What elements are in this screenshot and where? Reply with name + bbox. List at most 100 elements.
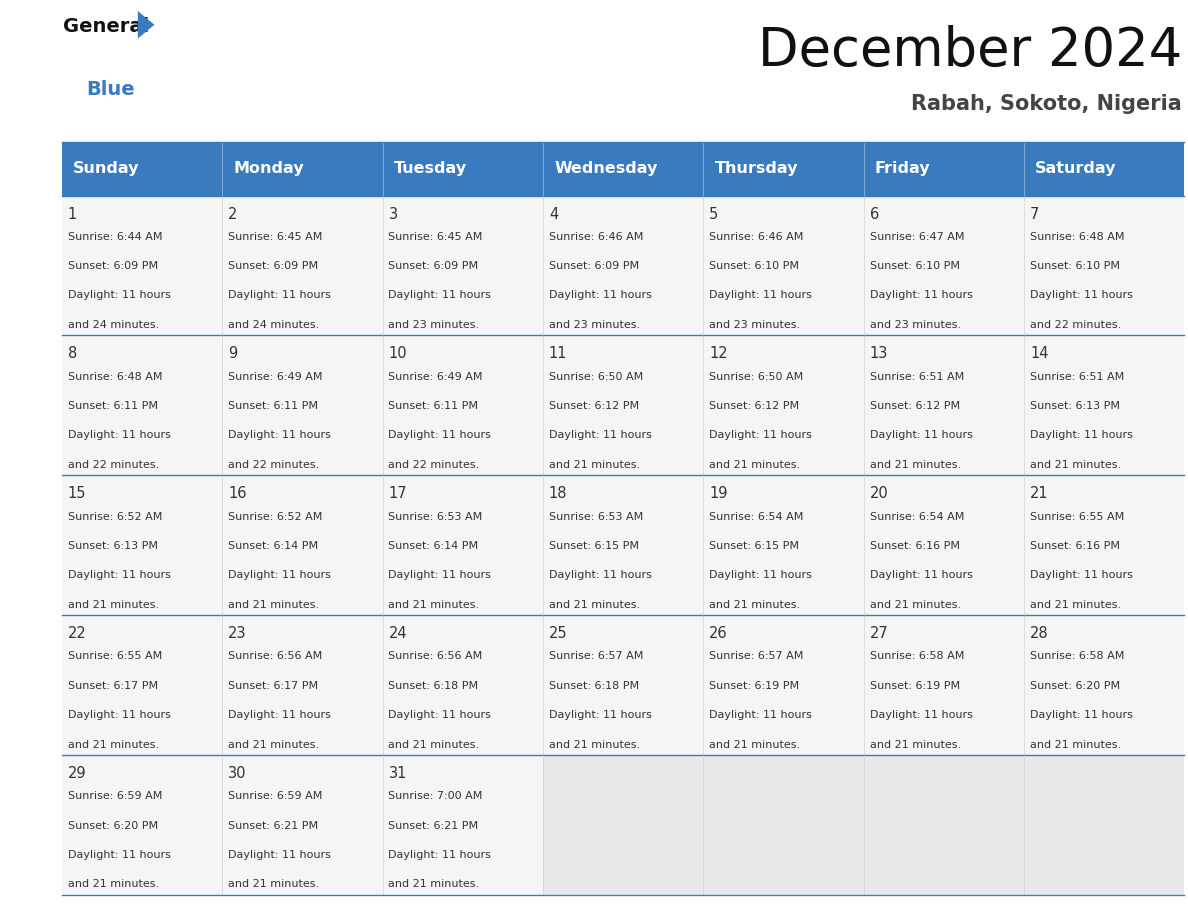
Text: Sunset: 6:12 PM: Sunset: 6:12 PM: [870, 401, 960, 411]
Text: and 24 minutes.: and 24 minutes.: [68, 319, 159, 330]
Text: 16: 16: [228, 487, 247, 501]
Text: and 22 minutes.: and 22 minutes.: [1030, 319, 1121, 330]
Text: and 21 minutes.: and 21 minutes.: [1030, 599, 1121, 610]
Text: 10: 10: [388, 346, 407, 362]
Text: and 21 minutes.: and 21 minutes.: [68, 599, 159, 610]
Text: Sunrise: 6:58 AM: Sunrise: 6:58 AM: [870, 652, 963, 662]
Text: Sunset: 6:21 PM: Sunset: 6:21 PM: [228, 821, 318, 831]
Text: Daylight: 11 hours: Daylight: 11 hours: [388, 570, 492, 580]
Text: Daylight: 11 hours: Daylight: 11 hours: [68, 570, 171, 580]
Text: Sunrise: 6:53 AM: Sunrise: 6:53 AM: [549, 511, 643, 521]
Text: Blue: Blue: [87, 80, 135, 99]
Text: and 21 minutes.: and 21 minutes.: [709, 740, 801, 750]
Text: 1: 1: [68, 207, 77, 221]
Text: 11: 11: [549, 346, 568, 362]
Text: Sunset: 6:16 PM: Sunset: 6:16 PM: [1030, 541, 1120, 551]
Text: Sunrise: 6:58 AM: Sunrise: 6:58 AM: [1030, 652, 1124, 662]
Text: Sunrise: 6:59 AM: Sunrise: 6:59 AM: [228, 791, 322, 801]
Text: Sunset: 6:14 PM: Sunset: 6:14 PM: [228, 541, 318, 551]
Text: 25: 25: [549, 626, 568, 642]
Text: 14: 14: [1030, 346, 1049, 362]
Text: 5: 5: [709, 207, 719, 221]
Text: Daylight: 11 hours: Daylight: 11 hours: [1030, 711, 1133, 721]
Text: Sunset: 6:17 PM: Sunset: 6:17 PM: [68, 681, 158, 691]
Text: Wednesday: Wednesday: [554, 162, 657, 176]
Text: 2: 2: [228, 207, 238, 221]
Text: 31: 31: [388, 767, 406, 781]
Text: and 21 minutes.: and 21 minutes.: [549, 460, 640, 470]
Text: 18: 18: [549, 487, 568, 501]
Text: Daylight: 11 hours: Daylight: 11 hours: [388, 290, 492, 300]
Text: Sunrise: 6:49 AM: Sunrise: 6:49 AM: [388, 372, 484, 382]
Text: Daylight: 11 hours: Daylight: 11 hours: [228, 431, 331, 441]
Text: Sunset: 6:11 PM: Sunset: 6:11 PM: [388, 401, 479, 411]
Text: Daylight: 11 hours: Daylight: 11 hours: [68, 290, 171, 300]
Text: Daylight: 11 hours: Daylight: 11 hours: [228, 570, 331, 580]
Text: Sunset: 6:16 PM: Sunset: 6:16 PM: [870, 541, 960, 551]
Text: Daylight: 11 hours: Daylight: 11 hours: [388, 431, 492, 441]
Text: Daylight: 11 hours: Daylight: 11 hours: [709, 570, 813, 580]
Text: Sunrise: 6:45 AM: Sunrise: 6:45 AM: [228, 231, 322, 241]
Text: Daylight: 11 hours: Daylight: 11 hours: [228, 711, 331, 721]
Text: Sunrise: 6:47 AM: Sunrise: 6:47 AM: [870, 231, 965, 241]
Text: and 21 minutes.: and 21 minutes.: [1030, 740, 1121, 750]
Text: 7: 7: [1030, 207, 1040, 221]
Text: and 21 minutes.: and 21 minutes.: [68, 879, 159, 890]
Text: Sunrise: 6:52 AM: Sunrise: 6:52 AM: [68, 511, 162, 521]
Text: Friday: Friday: [874, 162, 930, 176]
Text: Daylight: 11 hours: Daylight: 11 hours: [549, 431, 652, 441]
Text: Daylight: 11 hours: Daylight: 11 hours: [68, 431, 171, 441]
Text: Daylight: 11 hours: Daylight: 11 hours: [870, 290, 973, 300]
Text: and 21 minutes.: and 21 minutes.: [68, 740, 159, 750]
Text: Sunrise: 6:52 AM: Sunrise: 6:52 AM: [228, 511, 322, 521]
Text: 21: 21: [1030, 487, 1049, 501]
Text: 6: 6: [870, 207, 879, 221]
Text: Tuesday: Tuesday: [393, 162, 467, 176]
Text: Daylight: 11 hours: Daylight: 11 hours: [228, 290, 331, 300]
Text: Sunrise: 6:51 AM: Sunrise: 6:51 AM: [870, 372, 963, 382]
Text: 8: 8: [68, 346, 77, 362]
Text: and 21 minutes.: and 21 minutes.: [228, 740, 320, 750]
Text: 13: 13: [870, 346, 887, 362]
Text: Sunrise: 6:54 AM: Sunrise: 6:54 AM: [870, 511, 963, 521]
Text: Sunrise: 6:54 AM: Sunrise: 6:54 AM: [709, 511, 803, 521]
Text: Sunset: 6:10 PM: Sunset: 6:10 PM: [1030, 261, 1120, 271]
Text: Daylight: 11 hours: Daylight: 11 hours: [709, 711, 813, 721]
Text: 9: 9: [228, 346, 238, 362]
Text: and 21 minutes.: and 21 minutes.: [709, 599, 801, 610]
Text: and 21 minutes.: and 21 minutes.: [549, 599, 640, 610]
Text: Daylight: 11 hours: Daylight: 11 hours: [870, 711, 973, 721]
Text: Sunset: 6:18 PM: Sunset: 6:18 PM: [388, 681, 479, 691]
Text: Sunset: 6:14 PM: Sunset: 6:14 PM: [388, 541, 479, 551]
Text: 24: 24: [388, 626, 407, 642]
Text: Sunset: 6:12 PM: Sunset: 6:12 PM: [709, 401, 800, 411]
Text: Sunrise: 6:50 AM: Sunrise: 6:50 AM: [549, 372, 643, 382]
Text: Sunrise: 6:57 AM: Sunrise: 6:57 AM: [709, 652, 803, 662]
Text: and 21 minutes.: and 21 minutes.: [388, 599, 480, 610]
Text: and 21 minutes.: and 21 minutes.: [228, 599, 320, 610]
Text: and 21 minutes.: and 21 minutes.: [870, 740, 961, 750]
Text: Sunset: 6:20 PM: Sunset: 6:20 PM: [68, 821, 158, 831]
Text: 12: 12: [709, 346, 728, 362]
Text: Sunset: 6:09 PM: Sunset: 6:09 PM: [68, 261, 158, 271]
Text: 19: 19: [709, 487, 728, 501]
Text: Daylight: 11 hours: Daylight: 11 hours: [68, 850, 171, 860]
Text: Daylight: 11 hours: Daylight: 11 hours: [228, 850, 331, 860]
Text: Thursday: Thursday: [714, 162, 798, 176]
Text: and 22 minutes.: and 22 minutes.: [228, 460, 320, 470]
Text: Sunrise: 6:50 AM: Sunrise: 6:50 AM: [709, 372, 803, 382]
Text: Daylight: 11 hours: Daylight: 11 hours: [549, 711, 652, 721]
Text: Sunset: 6:18 PM: Sunset: 6:18 PM: [549, 681, 639, 691]
Text: Sunrise: 6:48 AM: Sunrise: 6:48 AM: [1030, 231, 1125, 241]
Text: Sunrise: 6:45 AM: Sunrise: 6:45 AM: [388, 231, 482, 241]
Text: Daylight: 11 hours: Daylight: 11 hours: [549, 570, 652, 580]
Text: 20: 20: [870, 487, 889, 501]
Text: Sunset: 6:13 PM: Sunset: 6:13 PM: [1030, 401, 1120, 411]
Text: Daylight: 11 hours: Daylight: 11 hours: [1030, 570, 1133, 580]
Text: Sunrise: 6:44 AM: Sunrise: 6:44 AM: [68, 231, 163, 241]
Text: Sunset: 6:09 PM: Sunset: 6:09 PM: [388, 261, 479, 271]
Polygon shape: [138, 11, 154, 39]
Text: and 24 minutes.: and 24 minutes.: [228, 319, 320, 330]
Text: and 23 minutes.: and 23 minutes.: [388, 319, 480, 330]
Text: and 21 minutes.: and 21 minutes.: [228, 879, 320, 890]
